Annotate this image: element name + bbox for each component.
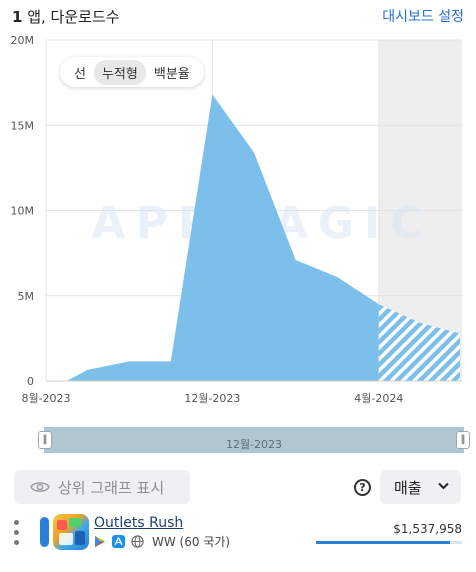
- app-count: 1: [12, 8, 23, 26]
- platform-list: WW (60 국가): [94, 533, 230, 549]
- x-tick-label: 12월-2023: [184, 392, 240, 405]
- app-icon: [53, 514, 89, 550]
- y-tick-label: 20M: [11, 34, 35, 47]
- range-track[interactable]: 12월-2023: [44, 427, 464, 453]
- help-icon[interactable]: ?: [354, 479, 371, 496]
- header: 1 앱, 다운로드수 대시보드 설정: [12, 4, 464, 28]
- series-area-projected: [378, 304, 460, 381]
- app-region: WW (60 국가): [152, 534, 231, 549]
- range-handle-left[interactable]: ‖: [38, 431, 52, 449]
- y-tick-label: 15M: [11, 119, 35, 132]
- revenue-bar-fill: [316, 541, 451, 544]
- mode-percent-button[interactable]: 백분율: [153, 66, 190, 82]
- chart-mode-toggle: 선 누적형 백분율: [60, 57, 204, 87]
- mode-line-button[interactable]: 선: [74, 66, 86, 82]
- y-tick-label: 0: [27, 375, 34, 388]
- series-color-indicator[interactable]: [40, 517, 49, 547]
- revenue-bar: [316, 541, 462, 544]
- chevron-down-icon: [438, 482, 449, 490]
- date-range-slider[interactable]: 12월-2023 ‖ ‖: [36, 427, 472, 453]
- y-tick-label: 10M: [11, 205, 35, 218]
- google-play-icon: [95, 535, 105, 547]
- x-tick-label: 8월-2023: [21, 392, 70, 405]
- range-label: 12월-2023: [225, 438, 283, 451]
- y-tick-label: 5M: [18, 290, 35, 303]
- globe-icon: [131, 534, 144, 548]
- title-text: 앱, 다운로드수: [22, 8, 120, 26]
- app-name-link[interactable]: Outlets Rush: [94, 515, 184, 531]
- metric-select[interactable]: 매출: [380, 470, 461, 504]
- range-handle-right[interactable]: ‖: [456, 431, 470, 449]
- downloads-chart: 20M15M10M5M0APPMAGIC8월-202312월-20234월-20…: [11, 34, 462, 405]
- dashboard-settings-link[interactable]: 대시보드 설정: [382, 9, 464, 25]
- page-title: 1 앱, 다운로드수: [12, 6, 120, 27]
- app-row: Outlets Rush WW (60 국가) $1,537,958: [0, 512, 476, 560]
- mode-cumulative-button[interactable]: 누적형: [93, 59, 146, 85]
- show-top-graph-label: 상위 그래프 표시: [58, 478, 165, 497]
- app-revenue: $1,537,958: [393, 522, 462, 536]
- series-area: [66, 94, 379, 381]
- drag-handle-icon[interactable]: [14, 520, 20, 546]
- x-tick-label: 4월-2024: [354, 392, 403, 405]
- show-top-graph-button[interactable]: 상위 그래프 표시: [14, 470, 190, 504]
- metric-select-value: 매출: [394, 478, 422, 497]
- app-store-icon: [112, 534, 125, 548]
- eye-icon: [30, 482, 50, 492]
